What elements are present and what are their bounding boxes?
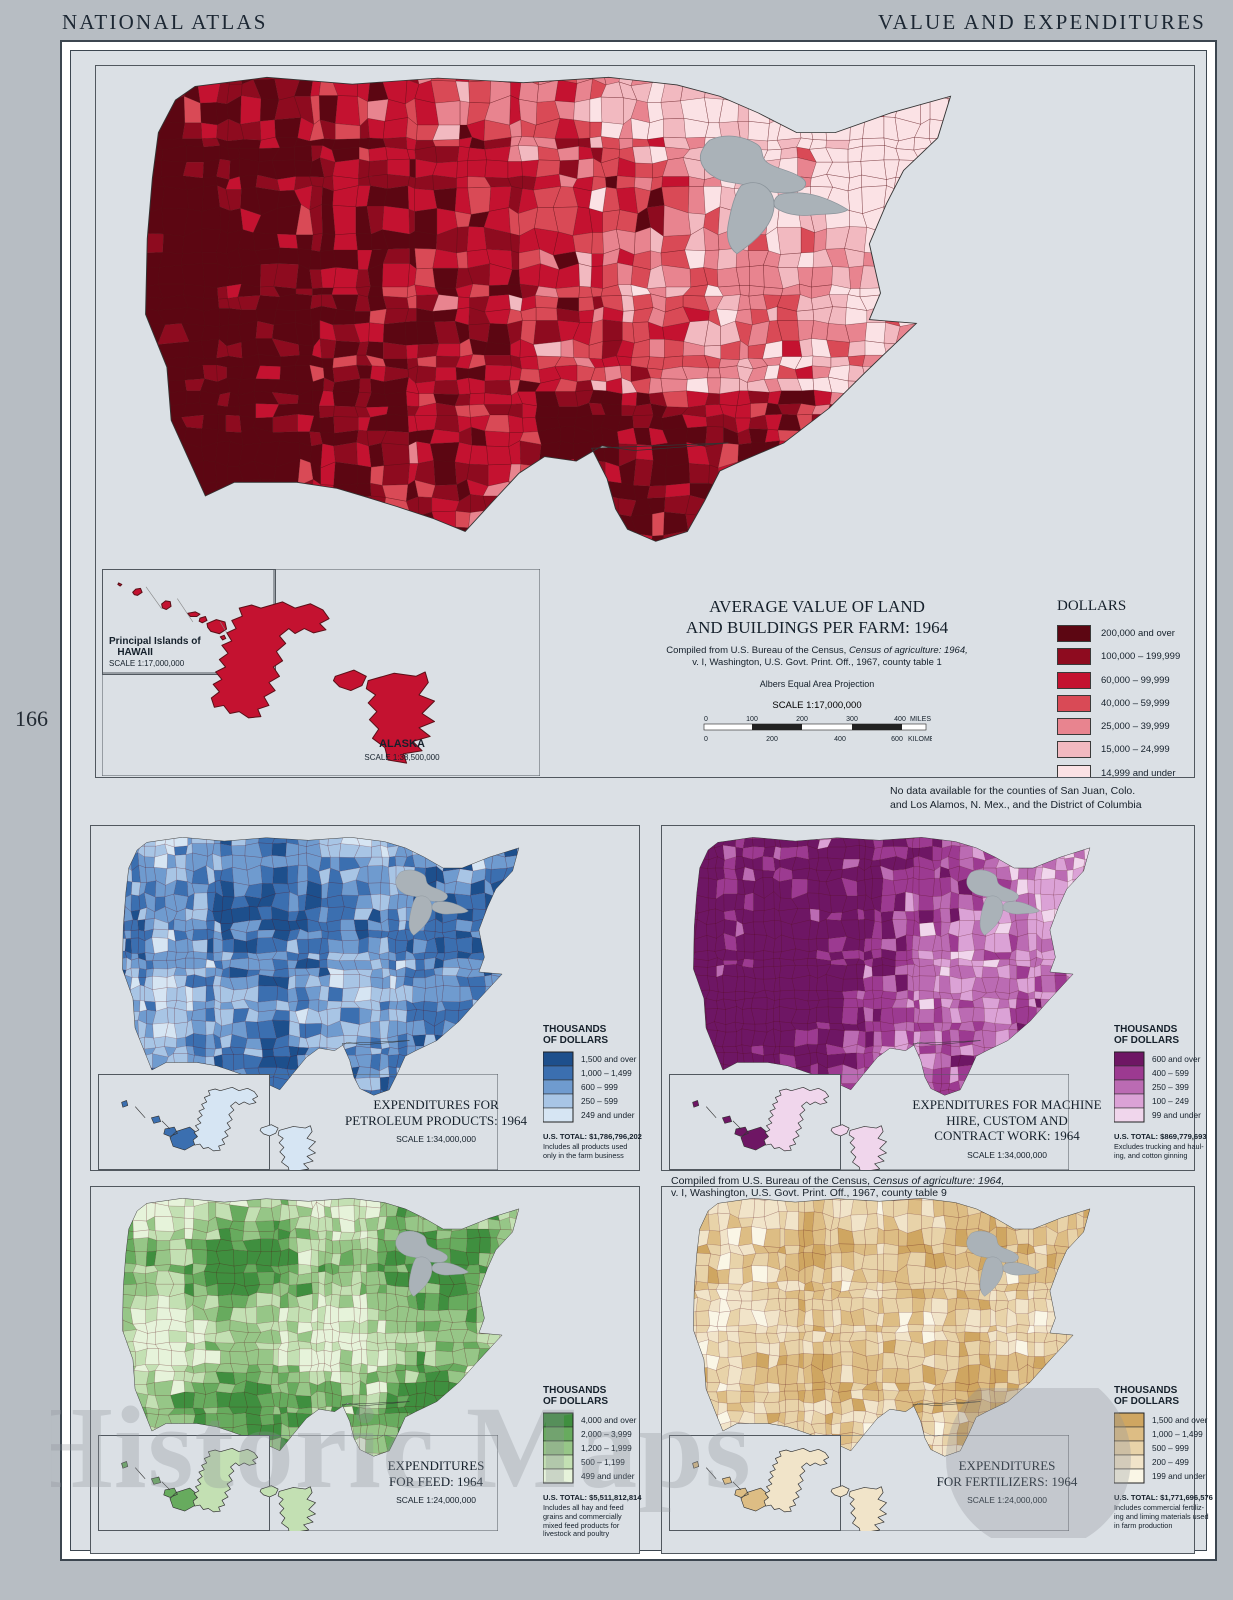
svg-text:100 – 249: 100 – 249: [1152, 1096, 1189, 1106]
svg-text:249 and under: 249 and under: [581, 1110, 635, 1120]
svg-text:200 – 499: 200 – 499: [1152, 1457, 1189, 1467]
svg-text:ALASKA: ALASKA: [379, 738, 425, 750]
svg-text:THOUSANDS: THOUSANDS: [543, 1024, 607, 1035]
svg-text:MILES: MILES: [910, 716, 931, 723]
svg-text:100: 100: [746, 716, 758, 723]
svg-text:OF DOLLARS: OF DOLLARS: [1114, 1396, 1179, 1407]
svg-text:400: 400: [834, 736, 846, 743]
svg-text:200: 200: [766, 736, 778, 743]
svg-text:THOUSANDS: THOUSANDS: [1114, 1385, 1178, 1396]
svg-text:OF DOLLARS: OF DOLLARS: [543, 1396, 608, 1407]
svg-text:1,200 – 1,999: 1,200 – 1,999: [581, 1443, 632, 1453]
svg-text:500 – 999: 500 – 999: [1152, 1443, 1189, 1453]
svg-text:200: 200: [796, 716, 808, 723]
svg-text:600 and over: 600 and over: [1152, 1054, 1201, 1064]
svg-text:250 – 599: 250 – 599: [581, 1096, 618, 1106]
svg-text:0: 0: [704, 716, 708, 723]
svg-text:2,000 – 3,999: 2,000 – 3,999: [581, 1429, 632, 1439]
svg-text:99 and under: 99 and under: [1152, 1110, 1201, 1120]
svg-text:400: 400: [894, 716, 906, 723]
svg-text:4,000 and over: 4,000 and over: [581, 1415, 637, 1425]
svg-text:499 and under: 499 and under: [581, 1471, 635, 1481]
svg-text:1,500 and over: 1,500 and over: [581, 1054, 637, 1064]
svg-text:SCALE 1:38,500,000: SCALE 1:38,500,000: [364, 753, 440, 762]
svg-text:1,000 – 1,499: 1,000 – 1,499: [581, 1068, 632, 1078]
svg-text:THOUSANDS: THOUSANDS: [1114, 1024, 1178, 1035]
svg-text:199 and under: 199 and under: [1152, 1471, 1206, 1481]
svg-text:400 – 599: 400 – 599: [1152, 1068, 1189, 1078]
svg-text:KILOMETERS: KILOMETERS: [908, 736, 932, 743]
svg-text:500 – 1,199: 500 – 1,199: [581, 1457, 625, 1467]
svg-text:600: 600: [891, 736, 903, 743]
svg-text:1,000 – 1,499: 1,000 – 1,499: [1152, 1429, 1203, 1439]
svg-text:OF DOLLARS: OF DOLLARS: [1114, 1035, 1179, 1046]
svg-text:1,500 and over: 1,500 and over: [1152, 1415, 1208, 1425]
svg-text:0: 0: [704, 736, 708, 743]
svg-text:250 – 399: 250 – 399: [1152, 1082, 1189, 1092]
svg-text:THOUSANDS: THOUSANDS: [543, 1385, 607, 1396]
svg-text:300: 300: [846, 716, 858, 723]
svg-text:600 – 999: 600 – 999: [581, 1082, 618, 1092]
svg-text:OF DOLLARS: OF DOLLARS: [543, 1035, 608, 1046]
